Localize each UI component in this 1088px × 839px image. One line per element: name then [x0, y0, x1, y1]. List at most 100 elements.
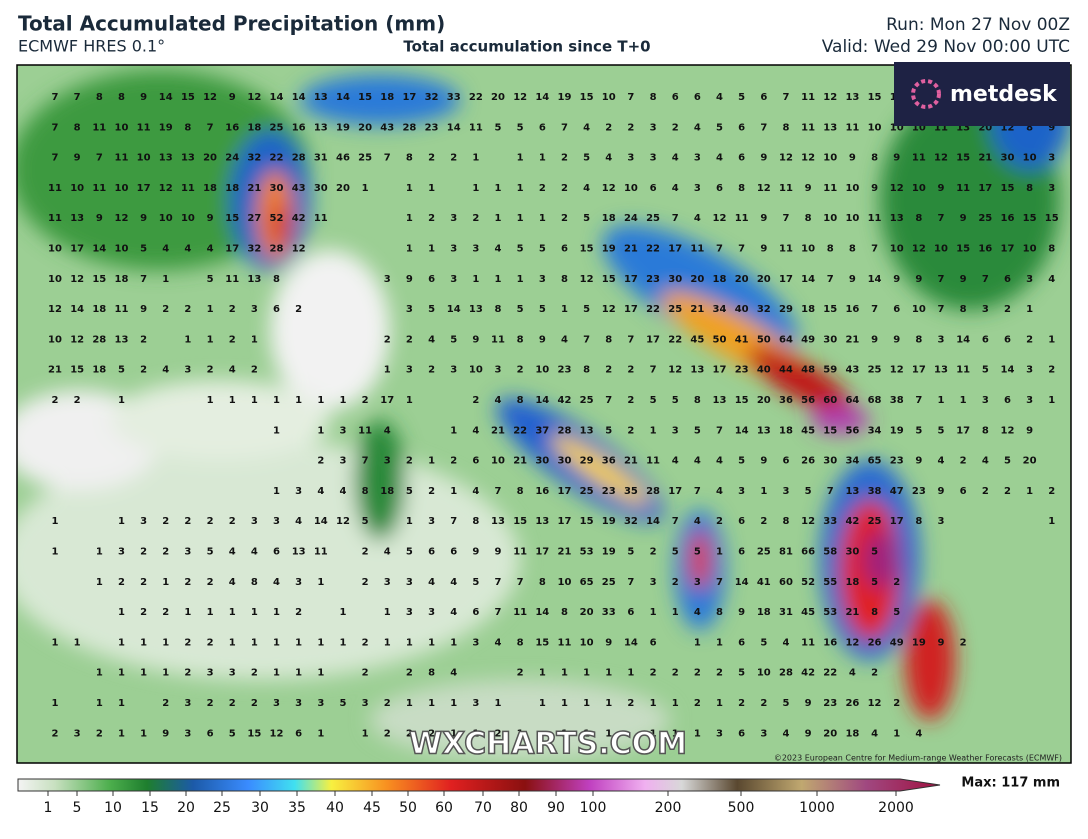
grid-value: 2	[207, 698, 214, 709]
grid-value: 9	[760, 153, 767, 164]
grid-value: 18	[380, 92, 394, 103]
grid-value: 7	[938, 213, 945, 224]
grid-value: 1	[694, 728, 701, 739]
grid-value: 5	[450, 334, 457, 345]
grid-value: 13	[114, 334, 128, 345]
grid-value: 2	[760, 516, 767, 527]
grid-value: 5	[915, 425, 922, 436]
grid-value: 13	[890, 213, 904, 224]
grid-value: 5	[517, 304, 524, 315]
grid-value: 2	[450, 456, 457, 467]
grid-value: 21	[48, 365, 62, 376]
grid-value: 14	[92, 244, 106, 255]
grid-value: 3	[184, 698, 191, 709]
grid-value: 2	[627, 425, 634, 436]
grid-value: 2	[561, 153, 568, 164]
grid-value: 8	[273, 274, 280, 285]
grid-value: 15	[181, 92, 195, 103]
grid-value: 7	[716, 244, 723, 255]
grid-value: 8	[782, 516, 789, 527]
grid-value: 2	[450, 153, 457, 164]
grid-value: 9	[472, 334, 479, 345]
colorbar-tick-label: 2000	[878, 800, 914, 816]
grid-value: 6	[738, 153, 745, 164]
grid-value: 20	[580, 607, 594, 618]
grid-value: 1	[450, 486, 457, 497]
grid-value: 11	[114, 304, 128, 315]
grid-value: 4	[162, 244, 169, 255]
grid-value: 3	[672, 425, 679, 436]
grid-value: 20	[823, 728, 837, 739]
grid-value: 13	[159, 153, 173, 164]
grid-value: 1	[450, 425, 457, 436]
grid-value: 1	[207, 607, 214, 618]
grid-value: 6	[738, 547, 745, 558]
grid-value: 1	[162, 577, 169, 588]
grid-value: 4	[450, 668, 457, 679]
grid-value: 30	[314, 183, 328, 194]
grid-value: 6	[627, 607, 634, 618]
grid-value: 21	[557, 547, 571, 558]
grid-value: 2	[140, 334, 147, 345]
grid-value: 3	[295, 486, 302, 497]
grid-value: 5	[495, 122, 502, 133]
grid-value: 5	[517, 122, 524, 133]
model: ECMWF HRES 0.1°	[18, 37, 165, 56]
grid-value: 2	[716, 668, 723, 679]
grid-value: 20	[336, 183, 350, 194]
grid-value: 3	[229, 668, 236, 679]
grid-value: 41	[757, 577, 771, 588]
grid-value: 4	[782, 728, 789, 739]
grid-value: 9	[229, 92, 236, 103]
grid-value: 4	[849, 668, 856, 679]
grid-value: 28	[270, 244, 284, 255]
grid-value: 25	[668, 304, 682, 315]
grid-value: 13	[934, 365, 948, 376]
grid-value: 6	[960, 486, 967, 497]
grid-value: 2	[1048, 486, 1055, 497]
grid-value: 1	[694, 637, 701, 648]
grid-value: 4	[716, 92, 723, 103]
grid-value: 7	[650, 365, 657, 376]
grid-value: 23	[646, 274, 660, 285]
grid-value: 13	[757, 425, 771, 436]
grid-value: 1	[495, 274, 502, 285]
grid-value: 8	[472, 516, 479, 527]
grid-value: 1	[472, 183, 479, 194]
grid-value: 32	[247, 153, 261, 164]
grid-value: 48	[801, 365, 815, 376]
grid-value: 7	[384, 153, 391, 164]
grid-value: 2	[517, 668, 524, 679]
grid-value: 30	[535, 456, 549, 467]
grid-value: 17	[557, 516, 571, 527]
grid-value: 12	[70, 274, 84, 285]
grid-value: 14	[535, 395, 549, 406]
grid-value: 3	[450, 274, 457, 285]
grid-value: 10	[181, 213, 195, 224]
grid-value: 1	[428, 183, 435, 194]
grid-value: 15	[1000, 183, 1014, 194]
grid-value: 28	[92, 334, 106, 345]
grid-value: 45	[801, 425, 815, 436]
grid-value: 11	[801, 92, 815, 103]
grid-value: 42	[292, 213, 306, 224]
grid-value: 1	[716, 637, 723, 648]
grid-value: 17	[713, 365, 727, 376]
grid-value: 18	[114, 274, 128, 285]
grid-value: 15	[92, 274, 106, 285]
grid-value: 10	[557, 577, 571, 588]
grid-value: 13	[956, 122, 970, 133]
grid-value: 8	[517, 637, 524, 648]
grid-value: 8	[517, 395, 524, 406]
grid-value: 31	[314, 153, 328, 164]
grid-value: 2	[517, 365, 524, 376]
grid-value: 1	[561, 304, 568, 315]
grid-value: 56	[845, 425, 859, 436]
grid-value: 7	[140, 274, 147, 285]
grid-value: 4	[605, 153, 612, 164]
grid-value: 25	[868, 516, 882, 527]
grid-value: 15	[513, 516, 527, 527]
grid-value: 11	[735, 213, 749, 224]
grid-value: 1	[406, 183, 413, 194]
grid-value: 15	[823, 304, 837, 315]
